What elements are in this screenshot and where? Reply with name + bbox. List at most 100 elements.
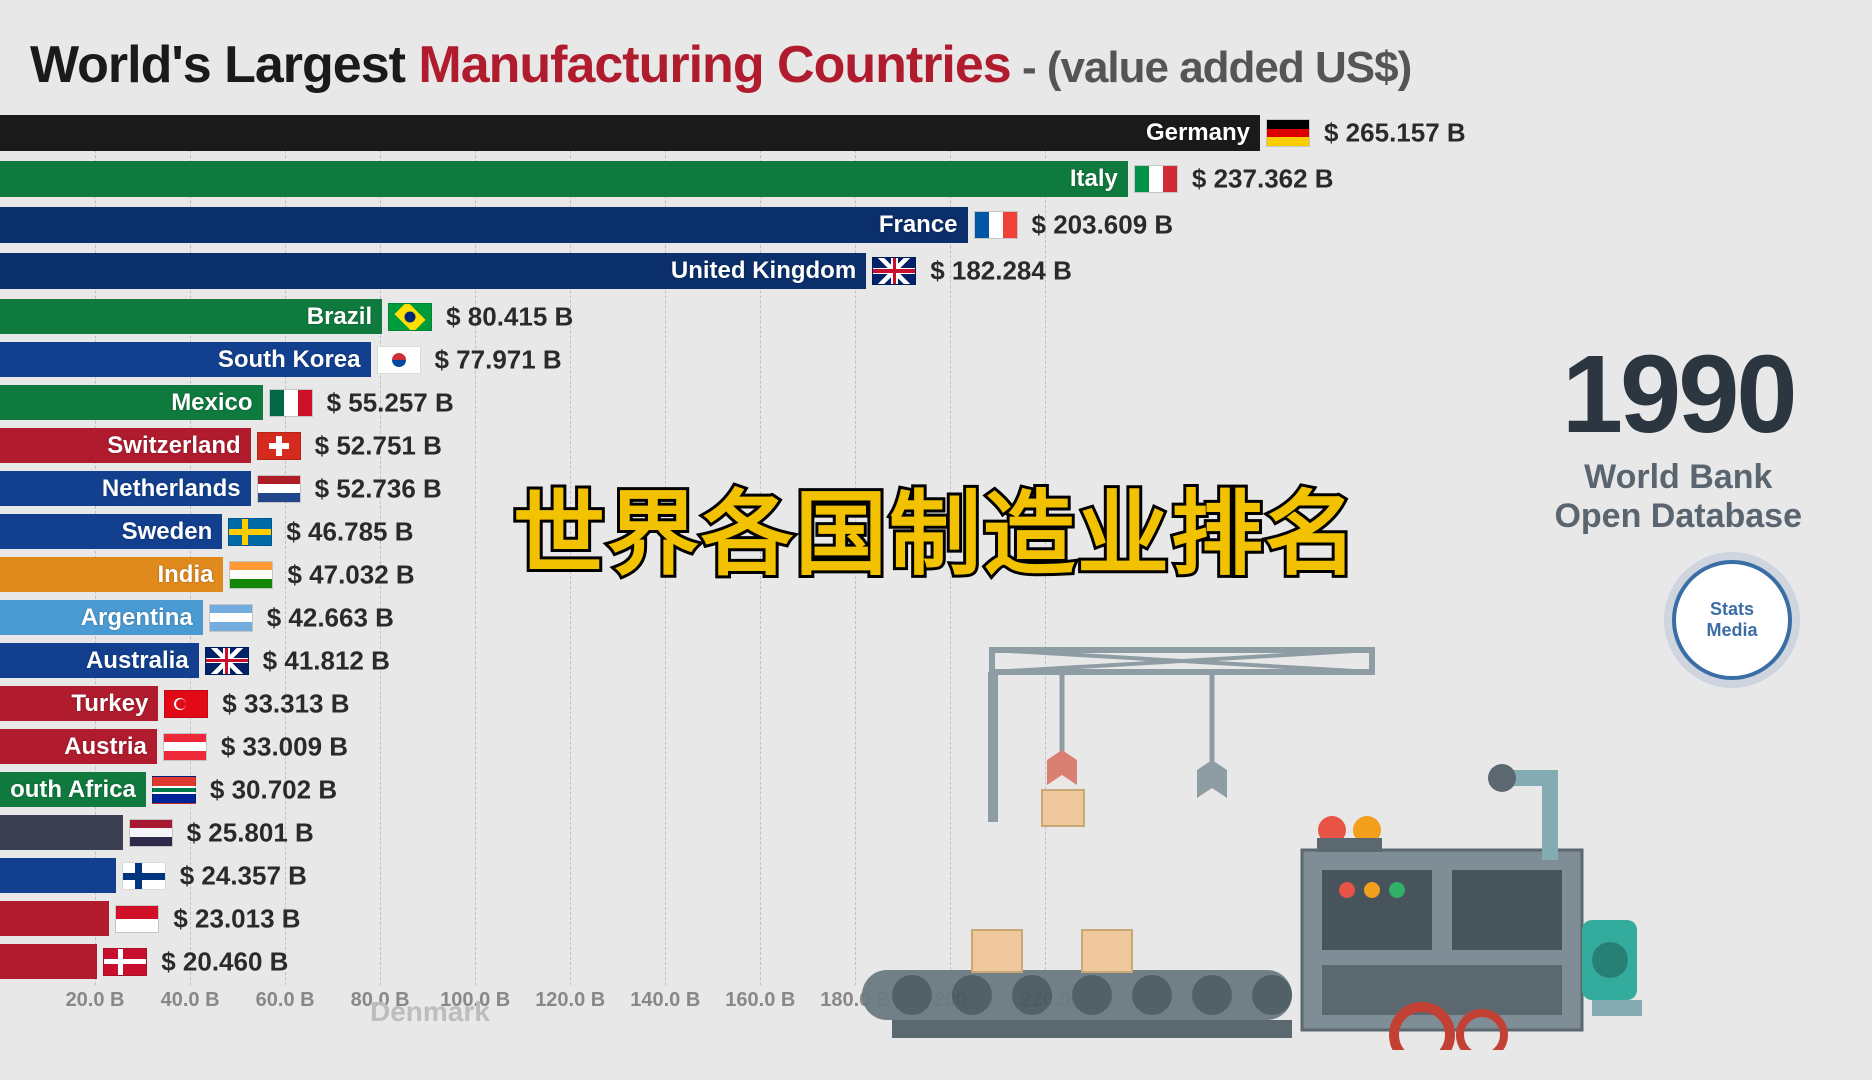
bar-value-label: $ 41.812 B <box>263 645 390 676</box>
bar <box>0 944 97 979</box>
bar-row: Brazil $ 80.415 B <box>0 299 1450 334</box>
bar: Turkey <box>0 686 158 721</box>
x-tick-label: 120.0 B <box>535 989 605 1012</box>
bar-value-label: $ 52.751 B <box>315 430 442 461</box>
bar: France <box>0 207 968 243</box>
bar: Sweden <box>0 514 222 549</box>
bar-country-label: United Kingdom <box>671 257 856 285</box>
chinese-overlay-title: 世界各国制造业排名 <box>513 460 1359 593</box>
flag-za <box>152 776 196 804</box>
year-value: 1990 <box>1554 340 1802 450</box>
bar-country-label: Netherlands <box>102 475 241 503</box>
bar-row: United Kingdom $ 182.284 B <box>0 253 1450 289</box>
x-tick-label: 40.0 B <box>161 989 220 1012</box>
bar-value-label: $ 47.032 B <box>287 559 414 590</box>
bar-value-label: $ 24.357 B <box>180 860 307 891</box>
bar-country-label: Argentina <box>81 604 193 632</box>
bar: India <box>0 557 223 592</box>
bar: Australia <box>0 643 199 678</box>
bar-country-label: Italy <box>1070 165 1118 193</box>
bar-value-label: $ 77.971 B <box>435 344 562 375</box>
title-part3: - (value added US$) <box>1011 43 1412 92</box>
bar-value-label: $ 182.284 B <box>930 256 1072 287</box>
bar-value-label: $ 33.313 B <box>222 688 349 719</box>
bar-row: South Korea $ 77.971 B <box>0 342 1450 377</box>
flag-au <box>205 647 249 675</box>
bar: Germany <box>0 115 1260 151</box>
bar-country-label: Sweden <box>122 518 213 546</box>
chart-title: World's Largest Manufacturing Countries … <box>30 35 1411 95</box>
flag-gb <box>872 257 916 285</box>
flag-it <box>1134 165 1178 193</box>
denmark-ghost-label: Denmark <box>370 996 490 1028</box>
bar-country-label: Germany <box>1146 119 1250 147</box>
flag-fr <box>974 211 1018 239</box>
bar-country-label: Mexico <box>171 389 252 417</box>
factory-illustration <box>862 620 1642 1050</box>
bar-row: Germany$ 265.157 B <box>0 115 1450 151</box>
bar-country-label: Austria <box>64 733 147 761</box>
bar-value-label: $ 46.785 B <box>286 516 413 547</box>
title-part2: Manufacturing Countries <box>418 36 1010 94</box>
bar <box>0 901 109 936</box>
bar-value-label: $ 52.736 B <box>315 473 442 504</box>
x-tick-label: 60.0 B <box>256 989 315 1012</box>
bar-country-label: outh Africa <box>10 776 136 804</box>
flag-se <box>228 518 272 546</box>
bar-value-label: $ 23.013 B <box>173 903 300 934</box>
bar-value-label: $ 30.702 B <box>210 774 337 805</box>
bar: Argentina <box>0 600 203 635</box>
bar: South Korea <box>0 342 371 377</box>
flag-ar <box>209 604 253 632</box>
x-tick-label: 160.0 B <box>725 989 795 1012</box>
flag-th <box>129 819 173 847</box>
bar: Italy <box>0 161 1128 197</box>
bar: United Kingdom <box>0 253 866 289</box>
bar-value-label: $ 25.801 B <box>187 817 314 848</box>
bar: outh Africa <box>0 772 146 807</box>
flag-tr <box>164 690 208 718</box>
bar-value-label: $ 55.257 B <box>327 387 454 418</box>
bar-country-label: India <box>157 561 213 589</box>
bar-value-label: $ 20.460 B <box>161 946 288 977</box>
bar: Switzerland <box>0 428 251 463</box>
bar-value-label: $ 265.157 B <box>1324 118 1466 149</box>
bar-row: Mexico $ 55.257 B <box>0 385 1450 420</box>
flag-ch <box>257 432 301 460</box>
flag-de <box>1266 119 1310 147</box>
flag-in <box>229 561 273 589</box>
bar: Mexico <box>0 385 263 420</box>
bar: Brazil <box>0 299 382 334</box>
bar-value-label: $ 33.009 B <box>221 731 348 762</box>
bar-value-label: $ 80.415 B <box>446 301 573 332</box>
flag-nl <box>257 475 301 503</box>
bar-country-label: Brazil <box>307 303 372 331</box>
bar-value-label: $ 203.609 B <box>1032 210 1174 241</box>
data-source: World Bank Open Database <box>1554 458 1802 536</box>
bar-value-label: $ 42.663 B <box>267 602 394 633</box>
flag-dk <box>103 948 147 976</box>
bar-country-label: Switzerland <box>107 432 240 460</box>
bar: Austria <box>0 729 157 764</box>
bar-country-label: Turkey <box>71 690 148 718</box>
flag-at <box>163 733 207 761</box>
bar-row: France $ 203.609 B <box>0 207 1450 243</box>
bar-row: Italy $ 237.362 B <box>0 161 1450 197</box>
bar-value-label: $ 237.362 B <box>1192 164 1334 195</box>
flag-fi <box>122 862 166 890</box>
title-part1: World's Largest <box>30 36 418 94</box>
bar-country-label: South Korea <box>218 346 361 374</box>
flag-id <box>115 905 159 933</box>
bar <box>0 858 116 893</box>
bar: Netherlands <box>0 471 251 506</box>
x-tick-label: 20.0 B <box>66 989 125 1012</box>
flag-br <box>388 303 432 331</box>
x-tick-label: 140.0 B <box>630 989 700 1012</box>
stats-media-badge: Stats Media <box>1672 560 1792 680</box>
bar-country-label: France <box>879 211 958 239</box>
bar <box>0 815 123 850</box>
flag-kr <box>377 346 421 374</box>
bar-row: Switzerland $ 52.751 B <box>0 428 1450 463</box>
year-block: 1990 World Bank Open Database <box>1554 340 1802 536</box>
bar-country-label: Australia <box>86 647 189 675</box>
